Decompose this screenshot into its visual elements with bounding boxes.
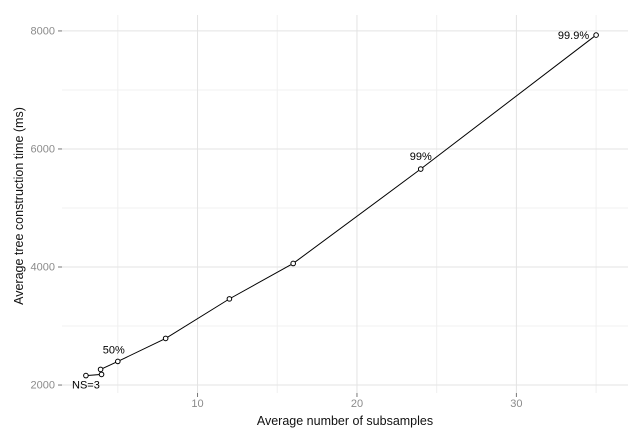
data-point — [115, 358, 121, 365]
data-point — [97, 366, 104, 373]
data-point — [98, 371, 105, 378]
point-annotation: 99.9% — [558, 30, 589, 42]
y-tick-label: 8000 — [31, 25, 55, 37]
point-annotation: 50% — [103, 344, 125, 356]
x-axis-title: Average number of subsamples — [256, 414, 434, 428]
data-point — [226, 296, 233, 302]
data-point — [593, 32, 599, 38]
data-point — [162, 335, 169, 342]
data-point — [417, 166, 424, 172]
data-point — [290, 260, 296, 267]
y-tick-label: 4000 — [31, 262, 55, 274]
data-line — [85, 34, 597, 377]
data-point — [83, 372, 89, 379]
y-axis-title: Average tree construction time (ms) — [12, 107, 26, 305]
point-annotation: NS=3 — [72, 380, 100, 392]
y-tick-label: 6000 — [31, 143, 55, 155]
x-tick-label: 10 — [191, 398, 203, 410]
x-tick-label: 20 — [351, 398, 363, 410]
x-tick-label: 30 — [510, 398, 522, 410]
y-tick-label: 2000 — [31, 380, 55, 392]
point-annotation: 99% — [410, 151, 432, 163]
